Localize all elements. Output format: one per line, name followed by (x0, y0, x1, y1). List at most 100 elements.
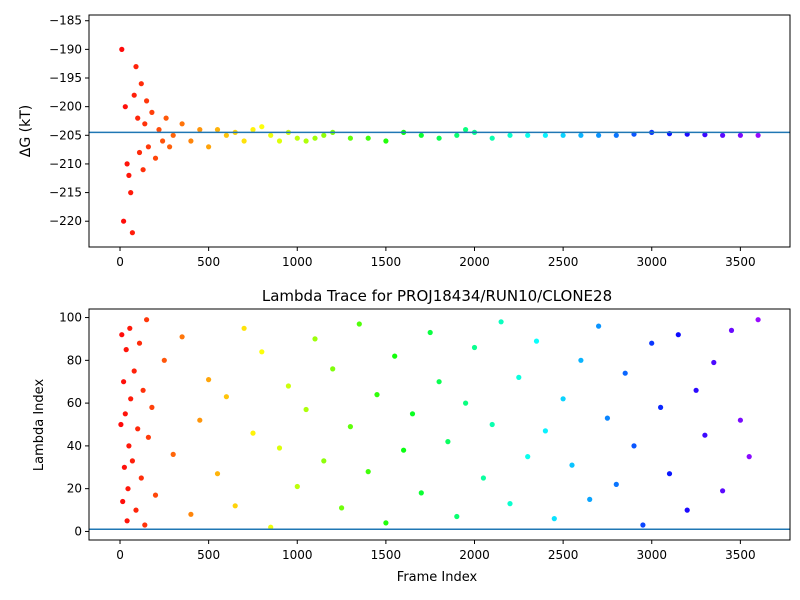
delta-g-point (197, 127, 203, 133)
delta-g-point (542, 132, 549, 138)
lambda-point (138, 475, 144, 481)
lambda-point (125, 486, 131, 492)
lambda-point (587, 496, 593, 502)
lambda-point (728, 327, 735, 333)
delta-g-point (507, 132, 513, 138)
lambda-trace-y-ticks: 0 20 40 60 80 100 (59, 311, 89, 538)
delta-g-point (383, 138, 389, 144)
delta-g-point (167, 144, 173, 150)
lambda-point (516, 374, 522, 380)
lambda-point (152, 492, 159, 498)
lambda-point (720, 488, 726, 494)
lambda-point (259, 349, 265, 355)
lambda-point (121, 464, 127, 470)
lambda-point (129, 458, 135, 464)
lambda-point (161, 357, 167, 363)
delta-g-point (259, 124, 265, 130)
lambda-trace-panel: Lambda Trace for PROJ18434/RUN10/CLONE28… (32, 287, 791, 585)
lambda-point (206, 377, 212, 383)
lambda-point (119, 332, 125, 338)
x-tick-label: 3000 (636, 255, 667, 269)
lambda-point (578, 357, 584, 363)
lambda-point (604, 415, 611, 421)
lambda-point (551, 516, 557, 522)
lambda-trace-axes-frame (88, 308, 791, 541)
lambda-point (312, 336, 318, 342)
x-tick-label: 3000 (636, 548, 667, 562)
lambda-point (525, 454, 531, 460)
delta-g-point (136, 149, 143, 156)
lambda-point (489, 421, 495, 428)
y-tick-label: 20 (67, 482, 82, 496)
delta-g-point (418, 132, 424, 138)
x-tick-label: 0 (116, 548, 124, 562)
lambda-point (303, 406, 309, 413)
delta-g-point (156, 127, 162, 133)
x-tick-label: 1000 (282, 548, 313, 562)
lambda-point (427, 329, 433, 336)
delta-g-point (170, 132, 176, 138)
delta-g-point (179, 121, 185, 127)
lambda-point (197, 417, 203, 423)
lambda-point (533, 338, 540, 344)
y-tick-label: 40 (67, 439, 82, 453)
delta-g-point (122, 104, 128, 110)
lambda-point (649, 340, 655, 346)
x-tick-label: 1500 (371, 548, 402, 562)
lambda-point (268, 524, 274, 530)
lambda-point (145, 434, 151, 440)
delta-g-point (276, 138, 283, 144)
lambda-point (596, 323, 602, 329)
y-tick-label: −215 (49, 186, 82, 200)
lambda-point (144, 317, 150, 323)
lambda-point (321, 458, 327, 464)
lambda-point (463, 400, 469, 406)
lambda-trace-title: Lambda Trace for PROJ18434/RUN10/CLONE28 (262, 287, 612, 305)
lambda-point (392, 353, 398, 359)
y-tick-label: −200 (49, 100, 82, 114)
lambda-point (436, 379, 442, 385)
delta-g-point (119, 46, 125, 53)
lambda-point (755, 317, 761, 323)
delta-g-point (138, 81, 144, 87)
lambda-point (675, 332, 681, 338)
delta-g-points (119, 46, 761, 236)
delta-g-point (133, 64, 139, 70)
x-tick-label: 500 (197, 255, 220, 269)
delta-g-ylabel: ΔG (kT) (18, 105, 34, 157)
delta-g-point (128, 190, 134, 196)
lambda-trace-ylabel: Lambda Index (32, 379, 47, 472)
delta-g-point (250, 127, 256, 133)
lambda-point (133, 507, 139, 513)
y-tick-label: −220 (49, 214, 82, 228)
lambda-point (356, 321, 362, 327)
delta-g-point (149, 109, 155, 115)
delta-g-point (596, 132, 602, 138)
lambda-point (128, 396, 134, 402)
lambda-point (560, 396, 566, 402)
lambda-point (454, 513, 460, 520)
x-tick-label: 1500 (371, 255, 402, 269)
x-tick-label: 3500 (725, 548, 756, 562)
delta-g-axes-frame (88, 14, 791, 248)
delta-g-point (124, 161, 130, 167)
delta-g-point (145, 144, 151, 150)
lambda-point (684, 507, 690, 513)
delta-g-point (347, 135, 353, 141)
lambda-point (401, 447, 407, 453)
x-tick-label: 3500 (725, 255, 756, 269)
delta-g-point (613, 132, 619, 138)
y-tick-label: −210 (49, 157, 82, 171)
delta-g-point (206, 144, 212, 150)
delta-g-point (321, 132, 327, 138)
x-tick-label: 1000 (282, 255, 313, 269)
x-tick-label: 2000 (459, 548, 490, 562)
lambda-point (339, 505, 345, 511)
lambda-point (188, 511, 194, 517)
lambda-point (285, 383, 291, 389)
lambda-point (142, 522, 148, 528)
delta-g-x-ticks: 0 500 1000 1500 2000 2500 3000 3500 (116, 247, 756, 269)
lambda-point (737, 417, 744, 423)
lambda-trace-xlabel: Frame Index (397, 570, 478, 585)
delta-g-point (126, 172, 132, 178)
